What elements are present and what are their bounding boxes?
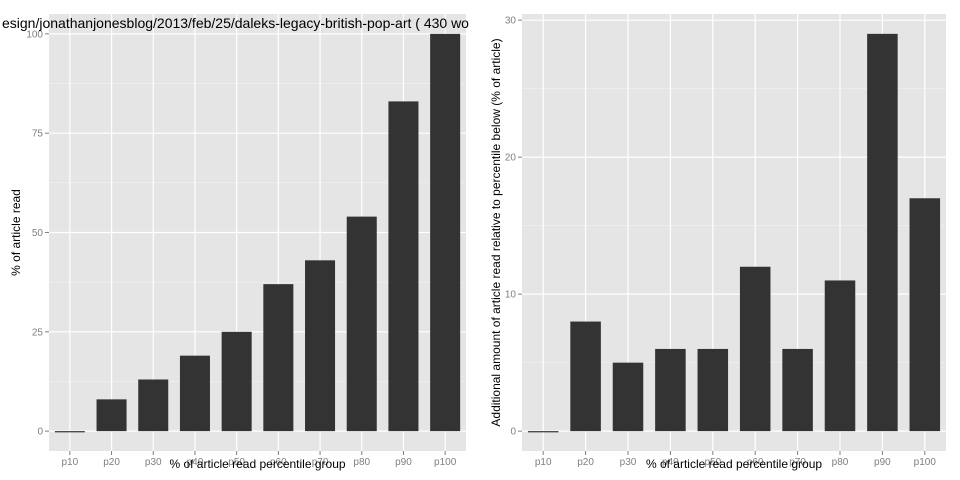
x-tick-label: p80 (832, 457, 849, 468)
bar-p70 (782, 348, 813, 432)
y-tick-label: 25 (32, 327, 44, 338)
y-tick-label: 75 (32, 129, 44, 140)
x-axis-label: % of article read percentile group (646, 457, 822, 471)
y-tick-label: 100 (26, 29, 43, 40)
y-tick-label: 0 (510, 427, 516, 438)
bar-p30 (612, 362, 644, 432)
bar-p80 (824, 280, 856, 432)
x-tick-label: p80 (353, 457, 370, 468)
x-tick-label: p40 (187, 457, 204, 468)
bar-p40 (655, 348, 686, 432)
y-tick-label: 50 (32, 228, 44, 239)
bar-p60 (263, 284, 294, 432)
x-tick-label: p90 (874, 457, 891, 468)
bar-p90 (388, 101, 419, 432)
bar-p100 (909, 198, 941, 432)
x-tick-label: p10 (535, 457, 552, 468)
x-tick-label: p20 (103, 457, 120, 468)
chart-title: esign/jonathanjonesblog/2013/feb/25/dale… (2, 15, 469, 31)
y-axis-label: Additional amount of article read relati… (489, 38, 503, 426)
bar-p90 (867, 33, 898, 432)
bar-p60 (739, 266, 771, 432)
chart-1: 0 25 50 75 100 p10 p20 p30 p40 p50 p60 p70 p80 p90 p10… (2, 14, 469, 471)
y-tick-label: 0 (37, 427, 43, 438)
bar-p30 (138, 379, 169, 432)
x-tick-label: p40 (662, 457, 679, 468)
bar-p100 (430, 33, 461, 432)
chart-2: 0 10 20 30 p10 p20 p30 p40 p50 p60 p70 p80 p90 p100 % … (489, 14, 946, 471)
x-tick-label: p20 (577, 457, 594, 468)
x-tick-label: p50 (228, 457, 245, 468)
x-tick-label: p90 (395, 457, 412, 468)
bar-p20 (96, 399, 127, 432)
x-tick-label: p50 (704, 457, 721, 468)
x-tick-label: p10 (62, 457, 79, 468)
x-tick-label: p30 (145, 457, 162, 468)
bar-p20 (570, 321, 601, 432)
x-tick-label: p70 (789, 457, 806, 468)
x-tick-label: p70 (312, 457, 329, 468)
bar-p50 (221, 331, 252, 432)
bar-p10 (54, 431, 85, 433)
bar-p80 (346, 216, 377, 432)
y-tick-label: 20 (505, 153, 517, 164)
x-tick-label: p100 (914, 457, 937, 468)
y-tick-label: 30 (505, 16, 517, 27)
x-axis-label: % of article read percentile group (169, 457, 345, 471)
y-axis-label: % of article read (9, 189, 23, 276)
y-tick-label: 10 (505, 290, 517, 301)
bar-p50 (697, 348, 729, 432)
x-tick-label: p100 (434, 457, 457, 468)
bar-p40 (179, 355, 210, 432)
x-tick-label: p60 (270, 457, 287, 468)
bar-p10 (527, 431, 559, 433)
bar-p70 (305, 260, 336, 432)
x-tick-label: p30 (620, 457, 637, 468)
x-tick-label: p60 (747, 457, 764, 468)
